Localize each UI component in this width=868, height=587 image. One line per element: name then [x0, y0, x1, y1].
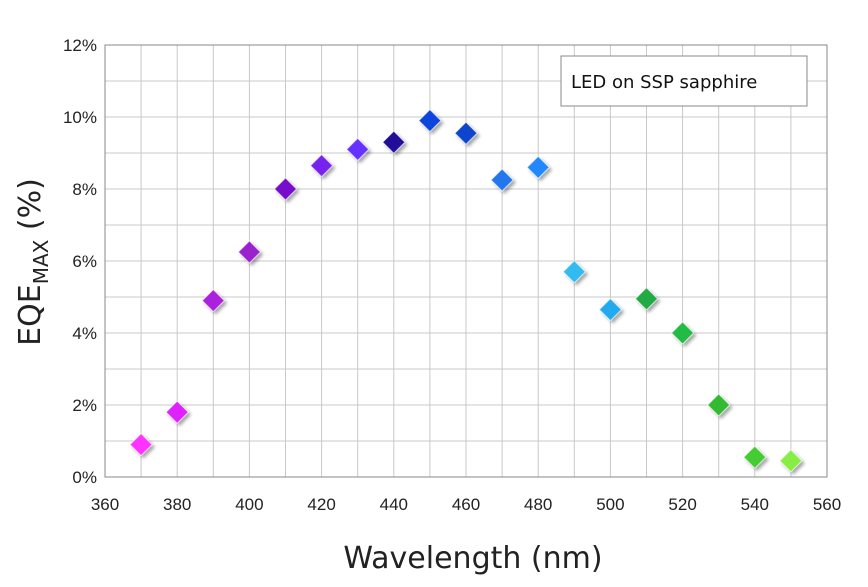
- y-tick-label: 10%: [63, 108, 97, 127]
- x-tick-label: 400: [235, 495, 263, 514]
- y-axis-title: EQEMAX (%): [13, 178, 53, 346]
- y-tick-label: 8%: [72, 180, 97, 199]
- data-point: [562, 260, 587, 284]
- data-point: [454, 121, 478, 145]
- y-tick-label: 0%: [72, 468, 97, 487]
- y-tick-label: 6%: [72, 252, 97, 271]
- data-point: [670, 321, 695, 345]
- data-point: [382, 130, 406, 154]
- y-axis-title-suffix: (%): [13, 178, 48, 239]
- x-tick-label: 380: [163, 495, 191, 514]
- data-point: [309, 153, 334, 178]
- data-point: [598, 297, 623, 322]
- data-point: [237, 240, 262, 264]
- x-tick-label: 480: [524, 495, 552, 514]
- data-point: [273, 177, 298, 201]
- data-point: [526, 155, 550, 180]
- legend-text: LED on SSP sapphire: [571, 72, 757, 93]
- x-tick-label: 440: [380, 495, 408, 514]
- data-point: [779, 449, 803, 473]
- legend-box: [560, 55, 808, 107]
- x-tick-label: 560: [813, 495, 841, 514]
- y-axis-title-subscript: MAX: [29, 239, 53, 284]
- x-tick-label: 360: [91, 495, 119, 514]
- x-tick-label: 540: [741, 495, 769, 514]
- data-point: [490, 168, 514, 192]
- legend: LED on SSP sapphire: [560, 55, 808, 107]
- x-tick-label: 500: [596, 495, 624, 514]
- y-tick-label: 4%: [72, 324, 97, 343]
- y-tick-label: 2%: [72, 396, 97, 415]
- x-axis-ticks: 360 380 400 420 440 460 480 500 520 540 560: [91, 495, 841, 514]
- data-point: [743, 445, 767, 469]
- data-point: [634, 287, 659, 311]
- x-tick-label: 460: [452, 495, 480, 514]
- x-tick-label: 520: [668, 495, 696, 514]
- y-tick-label: 12%: [63, 36, 97, 55]
- data-point: [345, 137, 370, 162]
- plot-area: [104, 44, 828, 478]
- data-point: [129, 432, 153, 457]
- y-axis-title-main: EQE: [13, 284, 48, 346]
- y-axis-ticks: 0% 2% 4% 6% 8% 10% 12%: [63, 36, 97, 487]
- data-point: [201, 288, 226, 313]
- x-axis-title: Wavelength (nm): [343, 541, 602, 576]
- data-point: [418, 108, 442, 133]
- data-point: [165, 400, 189, 424]
- x-tick-label: 420: [307, 495, 335, 514]
- data-point: [706, 393, 731, 417]
- data-points: [129, 108, 803, 473]
